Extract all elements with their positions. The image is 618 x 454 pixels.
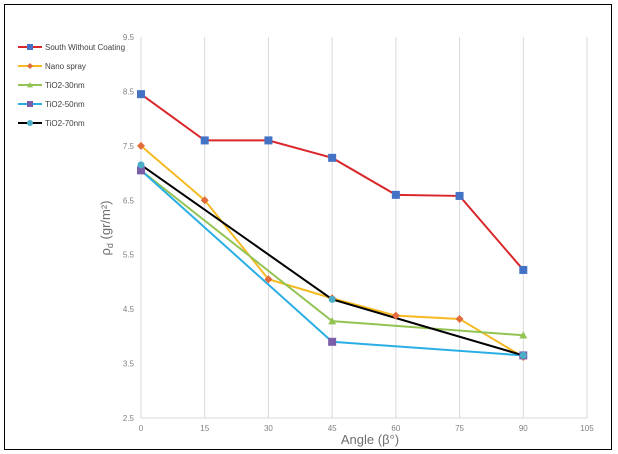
data-point [200, 196, 209, 205]
y-tick-label: 8.5 [123, 87, 135, 96]
data-point [455, 314, 464, 323]
series-markers [137, 90, 528, 362]
x-tick-label: 60 [391, 424, 400, 433]
y-tick-label: 7.5 [123, 142, 135, 151]
legend: South Without Coating Nano spray TiO2-30nm… [18, 43, 125, 128]
legend-label: South Without Coating [45, 43, 125, 52]
legend-label: TiO2-70nm [45, 119, 85, 128]
data-point [455, 191, 464, 200]
y-tick-label: 3.5 [123, 360, 135, 369]
legend-label: TiO2-50nm [45, 100, 85, 109]
chart-frame [4, 4, 612, 450]
data-point [328, 317, 337, 325]
x-tick-label: 45 [328, 424, 337, 433]
legend-marker [27, 82, 33, 88]
y-axis-title: ρd (gr/m²) [98, 200, 115, 255]
y-tick-label: 5.5 [123, 251, 135, 260]
data-point [391, 190, 400, 199]
data-point [328, 337, 337, 346]
data-point [328, 295, 336, 303]
legend-marker [27, 44, 33, 50]
data-point [391, 311, 400, 320]
x-tick-label: 0 [139, 424, 144, 433]
tick-labels: 0 15 30 45 60 75 90 105 2.5 3.5 4.5 5.5 6.5 7.5 8.5 9.5 [123, 33, 594, 433]
data-point [519, 265, 528, 274]
legend-marker [27, 63, 33, 69]
legend-label: TiO2-30nm [45, 81, 85, 90]
y-tick-label: 9.5 [123, 33, 135, 42]
legend-marker [27, 120, 33, 126]
data-point [519, 351, 527, 359]
data-point [264, 275, 273, 284]
vertical-gridlines [140, 37, 588, 419]
x-tick-label: 75 [455, 424, 464, 433]
data-point [328, 153, 337, 162]
data-point [137, 141, 145, 150]
data-point [137, 161, 145, 169]
data-point [264, 136, 273, 145]
data-point [200, 136, 209, 145]
data-point [137, 166, 145, 175]
y-tick-label: 6.5 [123, 196, 135, 205]
data-point [519, 331, 528, 339]
legend-label: Nano spray [45, 62, 86, 71]
data-point [137, 90, 145, 99]
y-tick-label: 2.5 [123, 414, 135, 423]
legend-marker [27, 101, 33, 107]
x-tick-label: 30 [264, 424, 273, 433]
x-tick-label: 15 [200, 424, 209, 433]
x-tick-label: 90 [519, 424, 528, 433]
y-tick-label: 4.5 [123, 305, 135, 314]
x-axis-title: Angle (β°) [341, 432, 399, 447]
x-tick-label: 105 [580, 424, 594, 433]
